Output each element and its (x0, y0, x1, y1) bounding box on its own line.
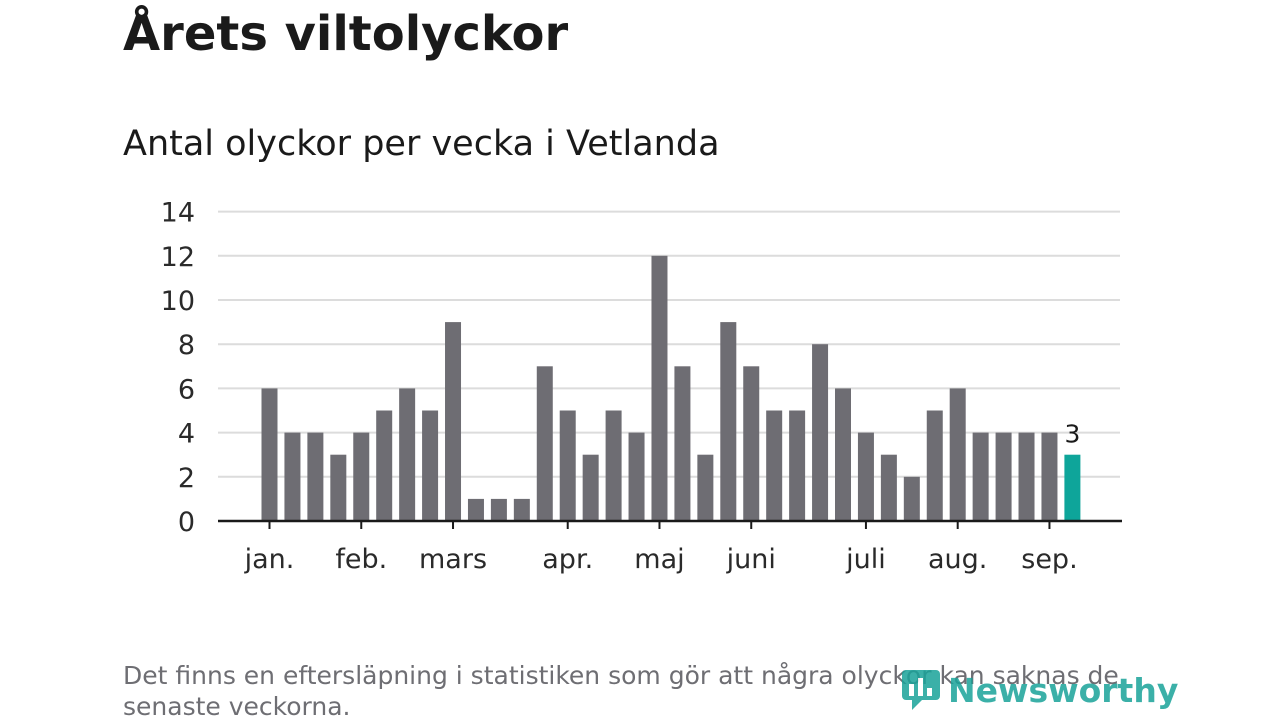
x-tick-label: jan. (244, 544, 295, 575)
newsworthy-logo-text: Newsworthy (948, 670, 1179, 710)
bar (1041, 432, 1058, 521)
bar (399, 388, 416, 521)
x-axis (218, 519, 1122, 529)
y-tick-label: 4 (178, 419, 195, 450)
bar (880, 454, 897, 521)
bar (949, 388, 966, 521)
bar (697, 454, 714, 521)
page-title: Årets viltolyckor (123, 6, 569, 62)
bar-value-label: 3 (1064, 420, 1080, 449)
y-tick-label: 6 (178, 374, 195, 405)
bar (559, 410, 576, 521)
x-tick-label: maj (634, 544, 684, 575)
x-tick-label: sep. (1021, 544, 1077, 575)
bar (513, 498, 530, 521)
x-tick-label: apr. (542, 544, 593, 575)
x-tick-label: aug. (928, 544, 987, 575)
bar (743, 366, 760, 521)
bar (467, 498, 484, 521)
bar (261, 388, 278, 521)
newsworthy-logo-icon (902, 670, 940, 710)
bar (857, 432, 874, 521)
bar (307, 432, 324, 521)
bar (284, 432, 301, 521)
bar (422, 410, 439, 521)
bar (812, 344, 829, 521)
x-axis-tick-labels: jan. feb. mars apr. maj juni juli aug. sep. (244, 544, 1078, 575)
bar (1064, 454, 1081, 521)
bar (628, 432, 645, 521)
newsworthy-logo: Newsworthy (900, 668, 1178, 712)
bar (903, 476, 920, 521)
x-tick-label: juli (845, 544, 886, 575)
y-tick-label: 0 (178, 507, 195, 538)
bar (353, 432, 370, 521)
bar (972, 432, 989, 521)
bar (789, 410, 806, 521)
bar (536, 366, 553, 521)
chart-subtitle: Antal olyckor per vecka i Vetlanda (123, 124, 720, 164)
bar (926, 410, 943, 521)
bars: 3 (261, 255, 1081, 522)
bar (720, 322, 737, 521)
y-tick-label: 14 (161, 198, 195, 229)
y-tick-label: 10 (161, 286, 195, 317)
bar (674, 366, 691, 521)
bar (376, 410, 393, 521)
bar (995, 432, 1012, 521)
bar (330, 454, 347, 521)
x-tick-label: mars (419, 544, 487, 575)
bar (445, 322, 462, 521)
bar (605, 410, 622, 521)
bar (582, 454, 599, 521)
bar (651, 255, 668, 522)
x-tick-label: juni (726, 544, 776, 575)
y-tick-label: 12 (161, 242, 195, 273)
y-tick-label: 2 (178, 463, 195, 494)
x-tick-label: feb. (335, 544, 387, 575)
bar (1018, 432, 1035, 521)
bar (490, 498, 507, 521)
bar (766, 410, 783, 521)
y-axis-tick-labels: 0 2 4 6 8 10 12 14 (161, 198, 195, 538)
footnote: Det finns en eftersläpning i statistiken… (123, 661, 1119, 721)
bar (835, 388, 851, 521)
y-tick-label: 8 (178, 330, 195, 361)
